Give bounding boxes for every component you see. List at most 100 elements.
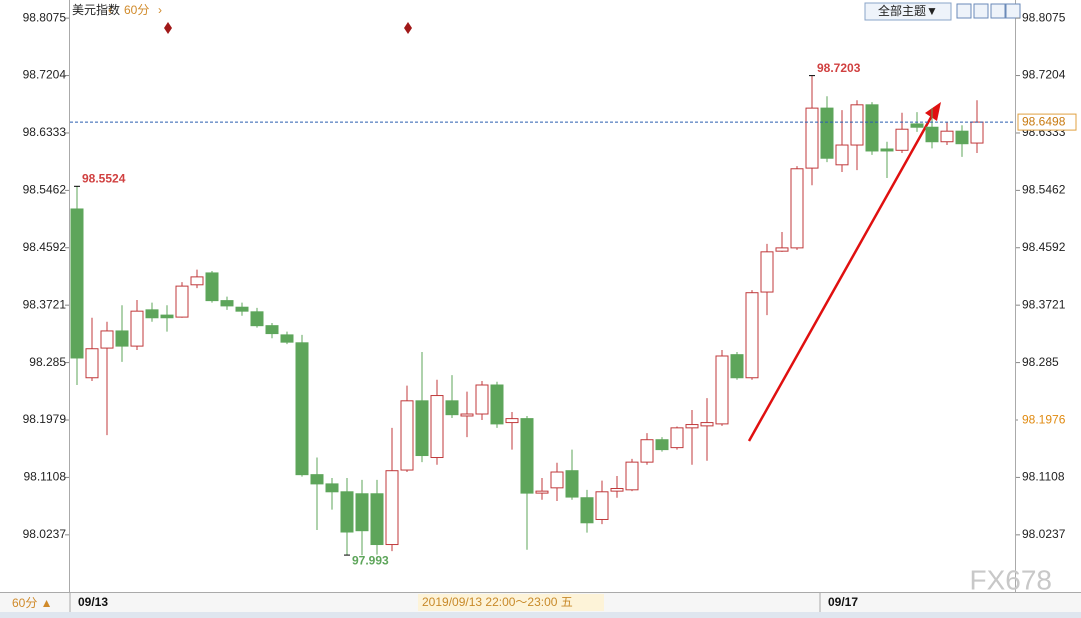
watermark: FX678 [970,564,1053,595]
y-tick-label: 98.8075 [23,10,67,24]
candle-body [235,306,249,312]
ref-price-tag [1018,412,1076,429]
y-tick-label: 98.0237 [1022,527,1066,541]
candle-body [430,395,444,459]
arrow-head [925,102,941,121]
y-tick-label: 98.4592 [1022,240,1066,254]
candle-body [160,314,174,319]
y-tick-label: 98.3721 [1022,297,1066,311]
y-tick-label: 98.8075 [1022,10,1066,24]
bracket: › [158,3,162,17]
last-price-tag [1017,113,1077,131]
bracket: ‹ [108,3,112,17]
candle-body [805,107,819,169]
chart-title: 美元指数 [72,2,120,17]
candle-body [640,439,654,463]
candle-body [295,342,309,476]
extreme-label: 98.7203 [817,61,861,75]
candle-body [670,427,684,449]
period-label: 60分 [124,3,149,17]
theme-button[interactable] [864,2,952,21]
candle-body [415,400,429,457]
candle-body [730,354,744,379]
candle-body [265,325,279,335]
candle-body [220,300,234,307]
candle-body [895,128,909,151]
cursor-box [418,594,604,611]
candle-body [115,330,129,347]
period-button-label[interactable]: 60分 ▲ [12,596,53,610]
candle-body [880,148,894,152]
y-tick-label: 98.3721 [23,297,67,311]
ref-price-label: 98.1976 [1022,412,1066,426]
candle-body [535,490,549,494]
candle-body [520,418,534,494]
candle-body [850,104,864,146]
candle-body [685,424,699,429]
candle-body [190,276,204,286]
candle-body [865,104,879,152]
candle-body [205,272,219,302]
candle-body [325,483,339,493]
event-marker[interactable] [404,22,412,34]
y-tick-label: 98.5462 [23,183,67,197]
toolbar [956,3,1021,19]
candle-body [280,334,294,343]
candle-body [370,493,384,546]
extreme-label: 97.993 [352,553,389,567]
candle-body [100,330,114,349]
candle-body [310,474,324,485]
cursor-label: 2019/09/13 22:00～23:00 五 [422,595,573,609]
candle-body [580,497,594,524]
candle-body [925,126,939,143]
candle-body [655,439,669,451]
candle-body [475,384,489,415]
candle-body [700,422,714,427]
candle-body [130,310,144,347]
candle-body [595,491,609,520]
period-button[interactable] [2,596,62,611]
candle-body [400,400,414,471]
candle-body [910,123,924,128]
y-tick-label: 98.7204 [1022,68,1066,82]
candle-body [970,121,984,144]
candle-body [820,107,834,159]
candle-body [760,251,774,293]
theme-button-label[interactable]: 全部主题▼ [878,3,938,18]
candle-body [505,418,519,424]
y-tick-label: 98.1108 [1022,470,1065,484]
candle-body [835,144,849,166]
candle-body [70,208,84,359]
tool-button[interactable] [1005,3,1021,19]
y-tick-label: 98.6333 [23,125,67,139]
tool-button[interactable] [956,3,972,19]
bottom-bar [0,612,1081,618]
event-marker[interactable] [164,22,172,34]
y-tick-label: 98.285 [29,355,66,369]
y-tick-label: 98.285 [1022,355,1059,369]
candle-body [610,487,624,492]
tool-button[interactable] [990,3,1006,19]
candle-body [175,285,189,318]
candle-body [490,384,504,425]
extreme-label: 98.5524 [82,171,126,185]
candle-body [790,168,804,249]
tool-button[interactable] [973,3,989,19]
candle-body [775,247,789,252]
candle-body [355,493,369,532]
candle-body [340,491,354,533]
x-tick-label: 09/17 [828,595,858,609]
candle-body [145,309,159,319]
candle-body [715,355,729,425]
y-tick-label: 98.7204 [23,68,67,82]
last-price-label: 98.6498 [1022,114,1066,128]
y-tick-label: 98.1979 [23,412,67,426]
candle-body [940,130,954,143]
y-tick-label: 98.0237 [23,527,67,541]
trend-arrow [747,111,936,442]
candle-body [550,471,564,489]
